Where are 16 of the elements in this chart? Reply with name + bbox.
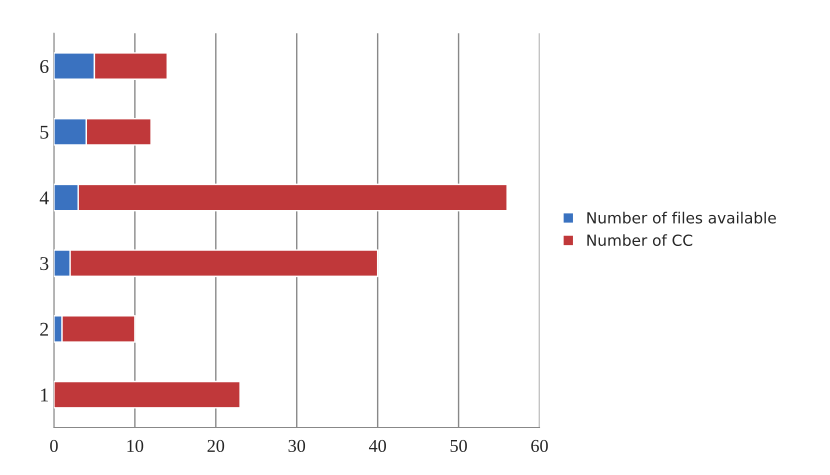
x-tick-label: 10 [127,440,144,452]
legend-label: Number of CC [587,234,692,246]
y-tick-label: 1 [41,388,48,402]
y-tick-label: 6 [40,60,49,74]
x-tick-label: 0 [50,440,58,452]
x-tick-label: 60 [531,440,548,452]
y-tick-label: 4 [40,191,49,204]
x-tick-label: 40 [368,440,386,452]
x-tick-label: 20 [208,440,224,452]
legend-label: Number of files available [587,212,776,224]
y-tick-label: 3 [40,257,48,270]
bar [54,380,241,408]
y-tick-label: 2 [40,322,48,336]
x-tick-label: 50 [450,440,467,452]
x-tick-label: 30 [288,440,306,452]
y-tick-label: 5 [40,126,48,139]
